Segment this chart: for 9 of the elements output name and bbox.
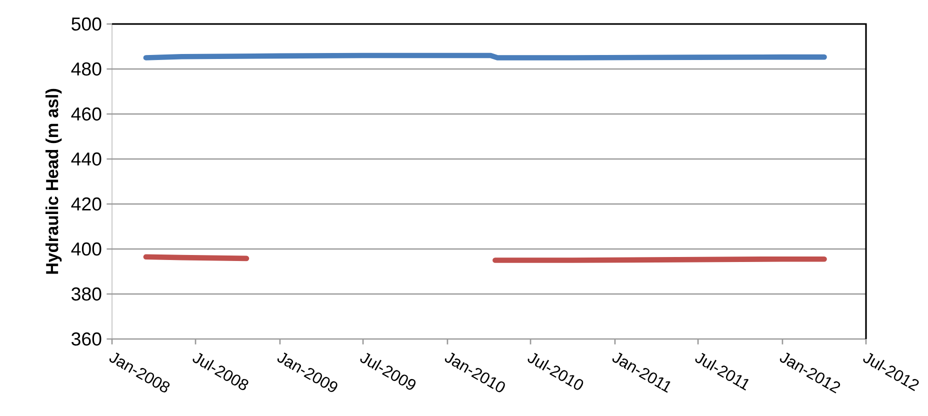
y-tick-label: 400 bbox=[71, 242, 102, 256]
y-tick-label: 420 bbox=[71, 197, 102, 211]
y-axis-title: Hydraulic Head (m asl) bbox=[46, 88, 62, 274]
y-tick-label: 460 bbox=[71, 107, 102, 121]
y-tick-label: 360 bbox=[72, 332, 102, 346]
y-tick-label: 380 bbox=[72, 287, 102, 301]
y-tick-label: 500 bbox=[72, 17, 102, 31]
y-tick-label: 440 bbox=[71, 152, 102, 166]
y-tick-label: 480 bbox=[71, 62, 102, 76]
